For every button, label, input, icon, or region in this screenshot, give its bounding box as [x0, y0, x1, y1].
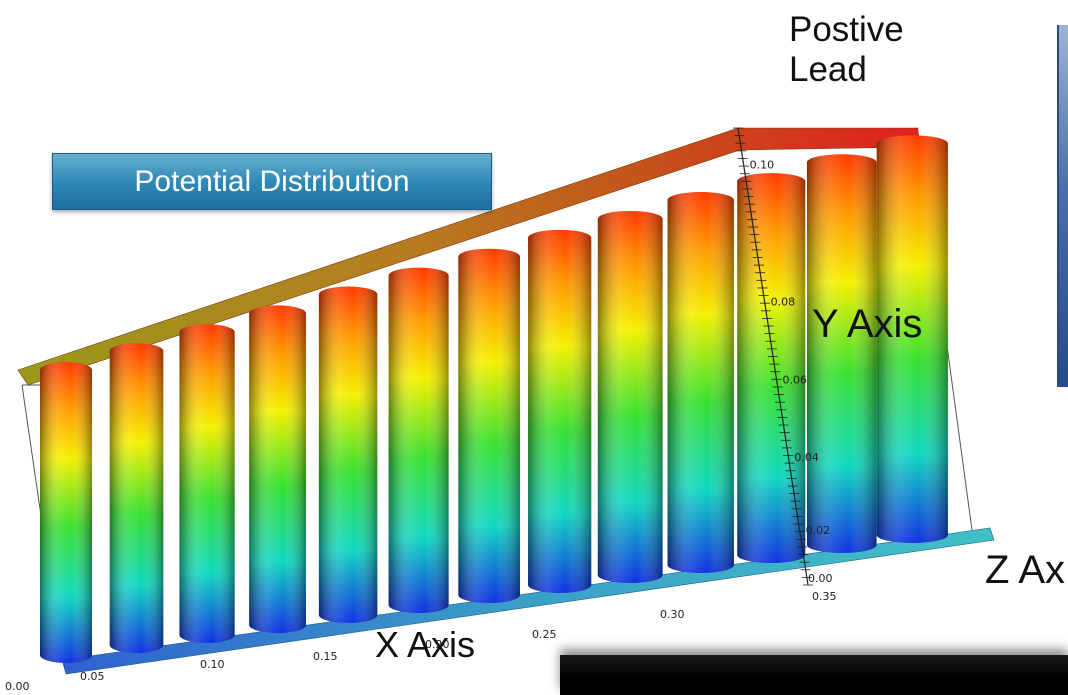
dark-footer-bar	[560, 655, 1068, 695]
x-axis-tick-label: 0.35	[812, 590, 837, 603]
y-axis-ticks: 0.02 0.04 0.06 0.08 0.10	[733, 127, 831, 586]
cylinder	[109, 343, 164, 653]
cylinder	[249, 305, 306, 633]
positive-lead-label-line1: Postive	[789, 10, 904, 49]
title-badge: Potential Distribution	[52, 153, 492, 210]
y-axis-tick-label: 0.04	[794, 451, 819, 464]
cylinder	[458, 248, 520, 603]
cylinder	[806, 154, 877, 554]
x-axis-tick-label: 0.25	[532, 628, 557, 641]
cylinder	[179, 324, 235, 643]
cylinder	[528, 229, 592, 594]
x-axis-tick-label: 0.00	[5, 680, 30, 693]
cylinder	[40, 362, 92, 663]
bottom-electrode-plate	[61, 527, 995, 675]
x-axis-title: X Axis	[375, 624, 476, 665]
x-axis-tick-label: 0.15	[313, 650, 338, 663]
y-axis-tick-label: 0.10	[750, 159, 775, 172]
y-axis-tick-label: 0.02	[806, 524, 831, 537]
x-axis-tick-label: 0.20	[425, 638, 450, 651]
cylinder-group	[40, 135, 948, 663]
y-axis-tick-label: 0.06	[783, 373, 808, 386]
z-axis-tick-label: 0.00	[808, 572, 833, 585]
z-axis-title: Z Ax	[985, 548, 1066, 592]
legend-panel	[1057, 25, 1068, 387]
cylinder	[388, 267, 449, 613]
y-axis-tick-label: 0.08	[771, 296, 796, 309]
x-axis-tick-label: 0.05	[80, 670, 105, 683]
positive-lead-label: Postive Lead	[789, 10, 904, 90]
positive-lead-label-line2: Lead	[789, 50, 867, 89]
cylinder	[318, 286, 378, 623]
cylinder	[597, 210, 663, 583]
cylinder	[667, 192, 734, 573]
cylinder	[737, 173, 806, 563]
x-axis-tick-label: 0.30	[660, 608, 685, 621]
y-axis-title: Y Axis	[812, 302, 923, 346]
cylinder	[876, 135, 948, 543]
x-axis-ticks: 0.00 0.05 0.10 0.15 0.20 0.25 0.30 0.35 0.00	[5, 572, 837, 693]
x-axis-tick-label: 0.10	[200, 658, 225, 671]
